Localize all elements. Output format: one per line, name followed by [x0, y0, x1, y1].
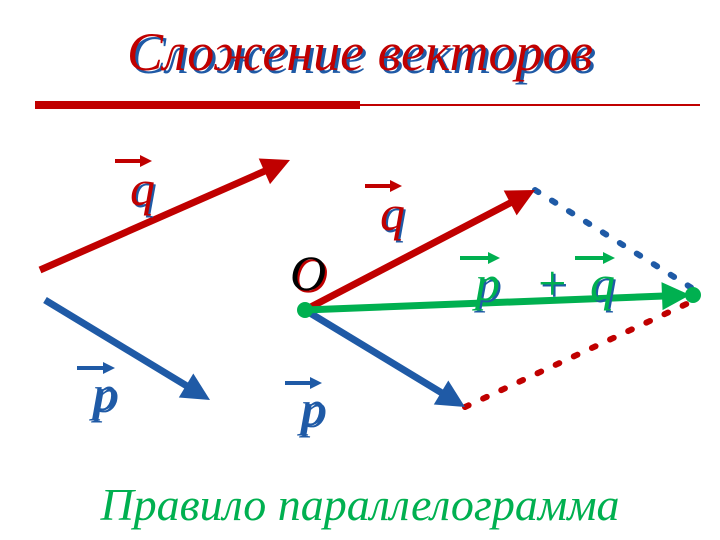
vector-p-left	[45, 300, 210, 400]
svg-text:q: q	[590, 255, 615, 311]
parallelogram-dash-bottom	[465, 300, 695, 407]
subtitle: Правило параллелограмма	[99, 479, 619, 530]
svg-text:p: p	[472, 255, 500, 311]
vector-addition-diagram: Сложение векторовСложение векторовqqppqq…	[0, 0, 720, 540]
label-p-left: pp	[77, 362, 119, 423]
svg-text:q: q	[130, 160, 155, 216]
vector-p-right	[305, 310, 465, 407]
label-q-left: qq	[115, 155, 157, 218]
page-title: Сложение векторов	[127, 22, 593, 82]
label-sum: pp++qq	[460, 252, 617, 313]
origin-point	[297, 302, 313, 318]
svg-text:O: O	[290, 245, 326, 301]
label-p-right: pp	[285, 377, 327, 438]
label-q-right: qq	[365, 180, 407, 243]
svg-text:+: +	[535, 255, 569, 311]
label-origin: OO	[290, 245, 328, 303]
sum-point	[685, 287, 701, 303]
svg-text:q: q	[380, 185, 405, 241]
vector-q-left	[40, 158, 290, 270]
